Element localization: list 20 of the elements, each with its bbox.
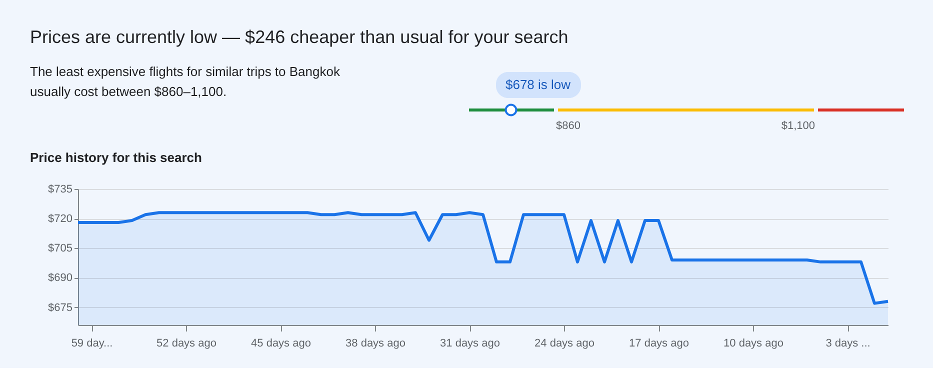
y-tick-label: $675: [48, 302, 72, 314]
x-tick-label: 38 days ago: [346, 338, 406, 350]
x-tick-label: 17 days ago: [629, 338, 689, 350]
text: Prices are currently low — $246 cheaper than usual for your search: [30, 27, 568, 47]
x-tick-label: 3 days ...: [826, 338, 870, 350]
text: The least expensive flights for similar trips to Bangkok usually cost between $860–1,100.: [30, 64, 340, 99]
chart-title: Price history for this search: [30, 150, 202, 165]
text: $678 is low: [505, 77, 572, 92]
x-tick-label: 10 days ago: [724, 338, 784, 350]
category-label: $860: [556, 120, 580, 132]
y-tick-label: $705: [48, 242, 72, 255]
y-tick-label: $690: [48, 272, 72, 284]
y-tick-label: $720: [48, 213, 72, 226]
x-tick-label: 31 days ago: [440, 338, 500, 350]
x-tick-label: 59 day...: [71, 338, 113, 350]
category-label: $1,100: [781, 120, 815, 132]
x-tick-label: 24 days ago: [534, 338, 594, 350]
x-tick-label: 52 days ago: [156, 338, 216, 350]
y-tick-label: $735: [48, 184, 72, 196]
x-tick-label: 45 days ago: [251, 338, 311, 350]
